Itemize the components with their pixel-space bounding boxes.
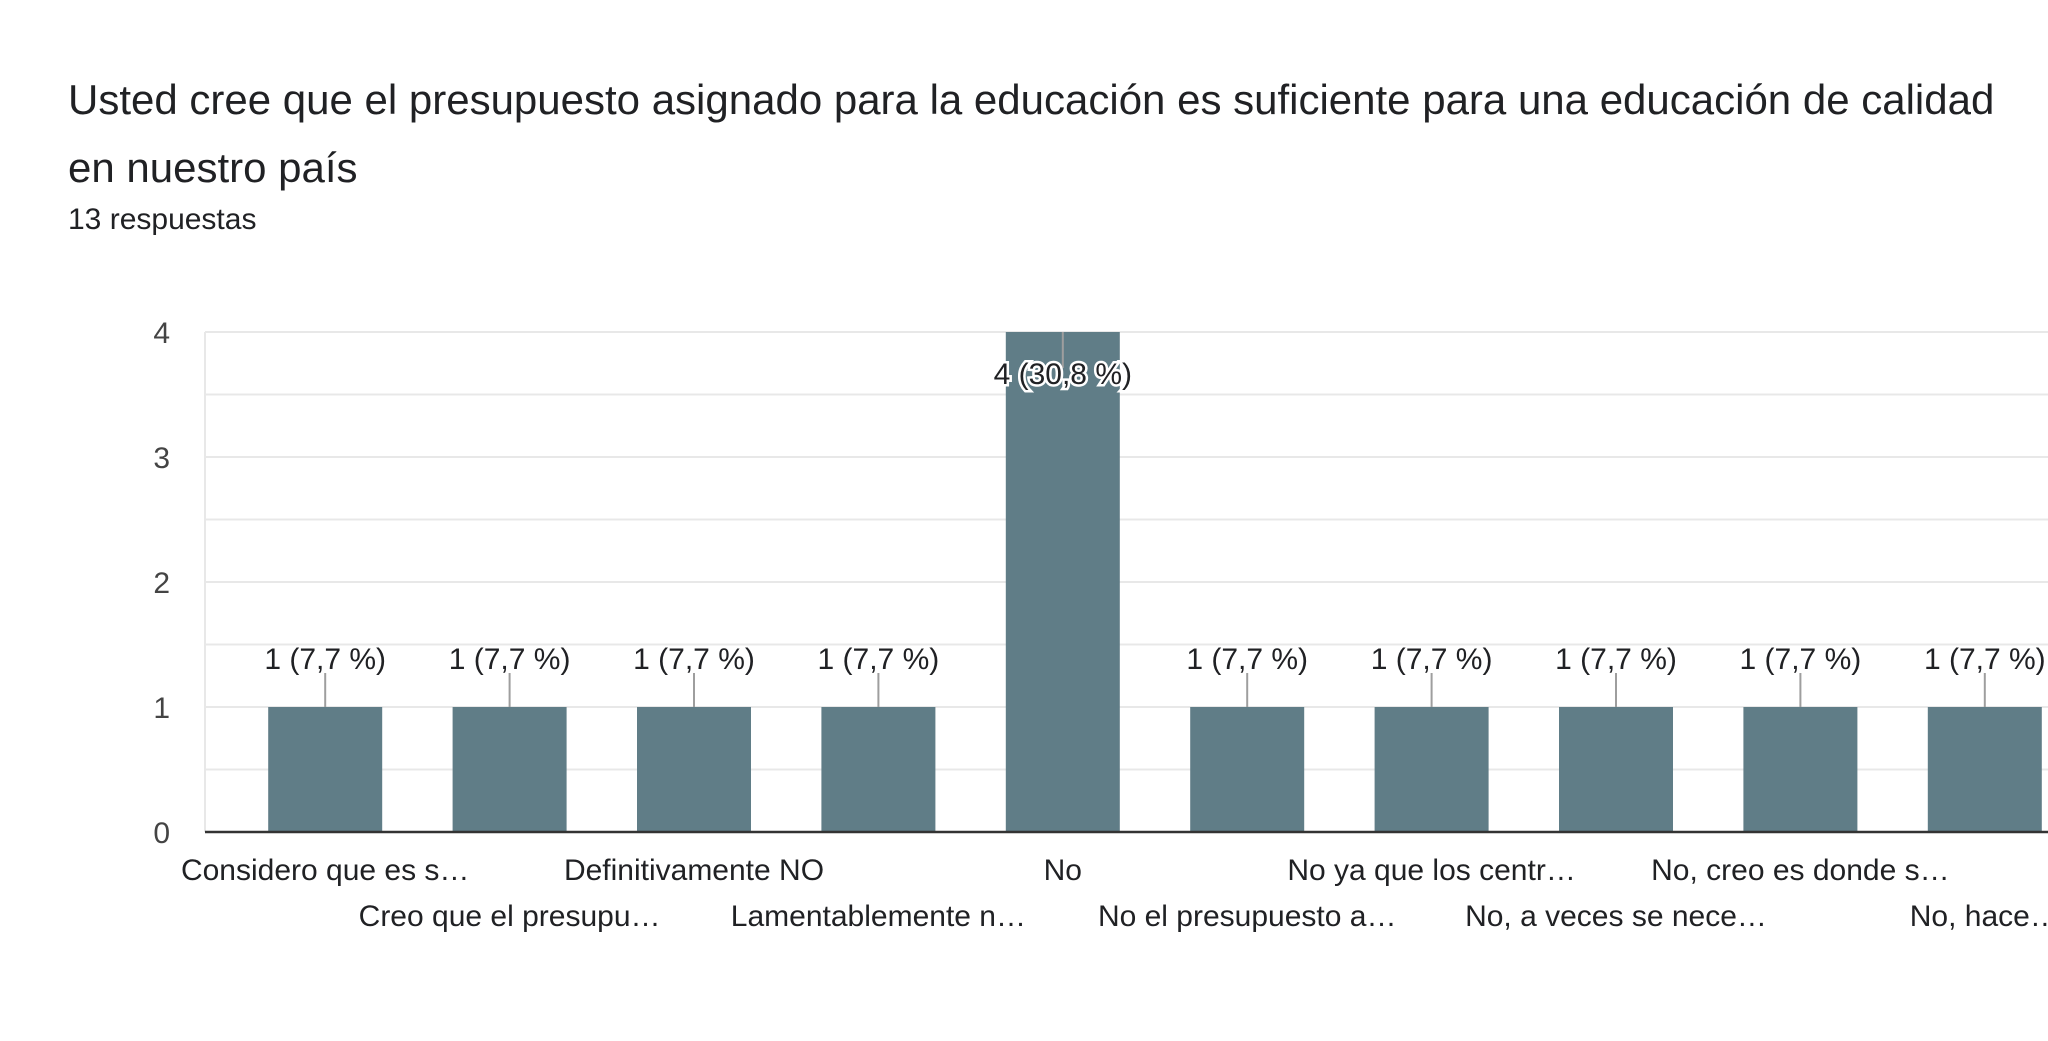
x-tick-label: Lamentablemente n… (731, 900, 1026, 933)
x-tick-label: No, hace… (1910, 900, 2048, 933)
data-label: 1 (7,7 %) (1740, 643, 1862, 676)
x-tick-label: No el presupuesto a… (1098, 900, 1397, 933)
bar (1743, 707, 1858, 832)
bar (268, 707, 383, 832)
bar (1927, 707, 2042, 832)
bar (637, 707, 751, 832)
data-label: 1 (7,7 %) (1924, 643, 2046, 676)
bar (452, 707, 567, 832)
response-count: 13 respuestas (68, 203, 257, 236)
y-tick-label: 1 (153, 692, 170, 725)
x-tick-label: Definitivamente NO (564, 854, 824, 887)
y-tick-label: 2 (153, 567, 170, 600)
data-label: 1 (7,7 %) (449, 643, 571, 676)
x-tick-label: No (1044, 854, 1082, 887)
chart-title: Usted cree que el presupuesto asignado p… (68, 76, 1995, 191)
bars (268, 332, 2042, 832)
x-tick-label: Creo que el presupu… (359, 900, 661, 933)
y-tick-label: 4 (153, 317, 170, 350)
data-label: 1 (7,7 %) (818, 643, 940, 676)
data-label: 1 (7,7 %) (1371, 643, 1493, 676)
data-label: 4 (30,8 %) (994, 358, 1132, 391)
x-tick-label: No, a veces se nece… (1465, 900, 1767, 933)
y-tick-label: 0 (153, 817, 170, 850)
bar (821, 707, 936, 832)
bar (1559, 707, 1673, 832)
data-label: 1 (7,7 %) (264, 643, 386, 676)
bar (1005, 332, 1120, 832)
bar (1374, 707, 1489, 832)
tick-labels: 0 1 2 3 4 Considero que es s… Creo que el pres… (153, 317, 2048, 933)
x-tick-label: No ya que los centr… (1287, 854, 1575, 887)
y-tick-label: 3 (153, 442, 170, 475)
data-label: 1 (7,7 %) (1555, 643, 1677, 676)
x-tick-label: No, creo es donde s… (1651, 854, 1950, 887)
data-label: 1 (7,7 %) (1186, 643, 1308, 676)
x-tick-label: Considero que es s… (181, 854, 470, 887)
bar (1190, 707, 1305, 832)
data-labels: 1 (7,7 %) 1 (7,7 %) 1 (7,7 %) 1 (7,7 %) 4 (3… (264, 332, 2046, 707)
data-label: 1 (7,7 %) (633, 643, 755, 676)
